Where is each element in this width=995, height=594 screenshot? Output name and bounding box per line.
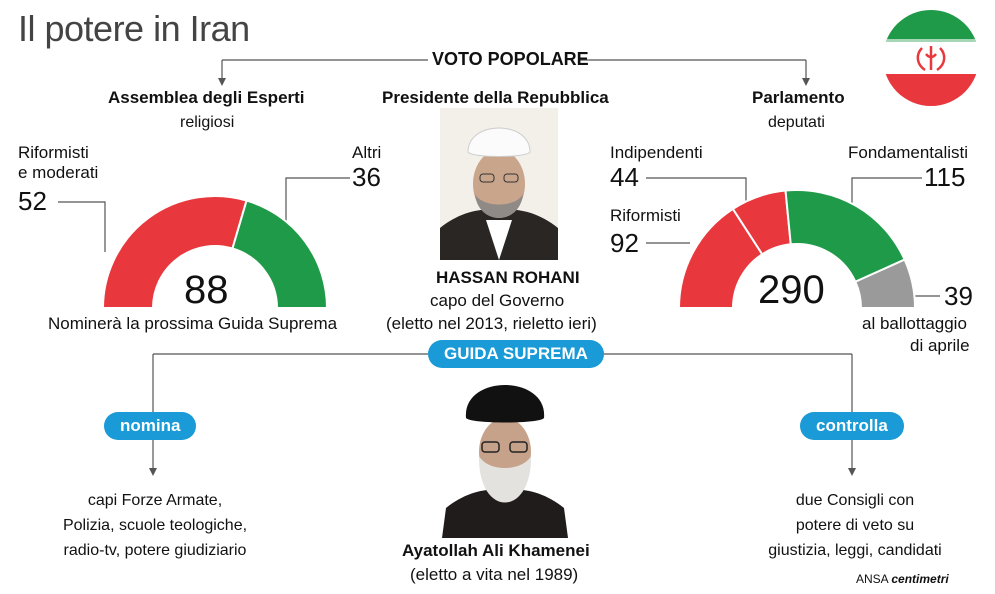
- parlamento-riformisti-value: 92: [610, 228, 639, 258]
- presidente-title: Presidente della Repubblica: [382, 88, 609, 107]
- assemblea-altri-value: 36: [352, 162, 381, 192]
- nomina-line: Polizia, scuole teologiche,: [62, 517, 248, 534]
- credit-brand: centimetri: [891, 572, 949, 586]
- slice-al-ballottaggio-di-aprile: [854, 258, 917, 309]
- nomina-label: nomina: [104, 412, 197, 440]
- voto-popolare-label: VOTO POPOLARE: [432, 49, 589, 69]
- parlamento-title: Parlamento: [752, 88, 845, 107]
- rohani-portrait: [440, 108, 558, 260]
- nomina-line: radio-tv, potere giudiziario: [63, 542, 247, 559]
- rohani-note: (eletto nel 2013, rieletto ieri): [386, 314, 597, 333]
- assemblea-riformisti-label-2: e moderati: [18, 163, 99, 182]
- controlla-list: due Consigli con potere di veto su giust…: [752, 488, 958, 563]
- parlamento-ballottaggio-label-1: al ballottaggio: [862, 314, 967, 333]
- assemblea-title: Assemblea degli Esperti: [108, 88, 305, 107]
- nomina-list: capi Forze Armate, Polizia, scuole teolo…: [48, 488, 262, 563]
- assemblea-caption: Nominerà la prossima Guida Suprema: [48, 314, 338, 333]
- parlamento-indipendenti-label: Indipendenti: [610, 143, 703, 162]
- assemblea-total: 88: [184, 268, 229, 312]
- rohani-role: capo del Governo: [430, 291, 565, 310]
- controlla-label: controlla: [800, 412, 904, 440]
- controlla-line: potere di veto su: [795, 517, 915, 534]
- controlla-line: due Consigli con: [795, 492, 915, 509]
- khamenei-portrait: [442, 368, 568, 538]
- credit: ANSA centimetri: [856, 572, 949, 586]
- rohani-name: HASSAN ROHANI: [436, 268, 580, 287]
- parlamento-total: 290: [758, 268, 825, 312]
- khamenei-name: Ayatollah Ali Khamenei: [402, 541, 590, 560]
- controlla-line: giustizia, leggi, candidati: [768, 542, 942, 559]
- assemblea-altri-label: Altri: [352, 143, 382, 162]
- khamenei-note: (eletto a vita nel 1989): [410, 565, 579, 584]
- parlamento-indipendenti-value: 44: [610, 162, 639, 192]
- guida-suprema-label: GUIDA SUPREMA: [428, 340, 604, 368]
- nomina-line: capi Forze Armate,: [87, 492, 223, 509]
- parlamento-ballottaggio-label-2: di aprile: [910, 336, 970, 355]
- page-title: Il potere in Iran: [18, 8, 250, 49]
- assemblea-subtitle: religiosi: [180, 114, 235, 131]
- parlamento-fondamentalisti-value: 115: [924, 162, 966, 192]
- parlamento-subtitle: deputati: [768, 114, 825, 131]
- parlamento-ballottaggio-value: 39: [944, 281, 973, 311]
- slice-fondamentalisti: [784, 189, 906, 284]
- assemblea-riformisti-label-1: Riformisti: [18, 143, 89, 162]
- parlamento-fondamentalisti-label: Fondamentalisti: [848, 143, 969, 162]
- parlamento-riformisti-label: Riformisti: [610, 206, 681, 225]
- credit-ansa: ANSA: [856, 572, 889, 586]
- slice-riformisti-e-moderati: [101, 195, 248, 309]
- assemblea-riformisti-value: 52: [18, 186, 47, 216]
- slice-altri: [231, 199, 329, 309]
